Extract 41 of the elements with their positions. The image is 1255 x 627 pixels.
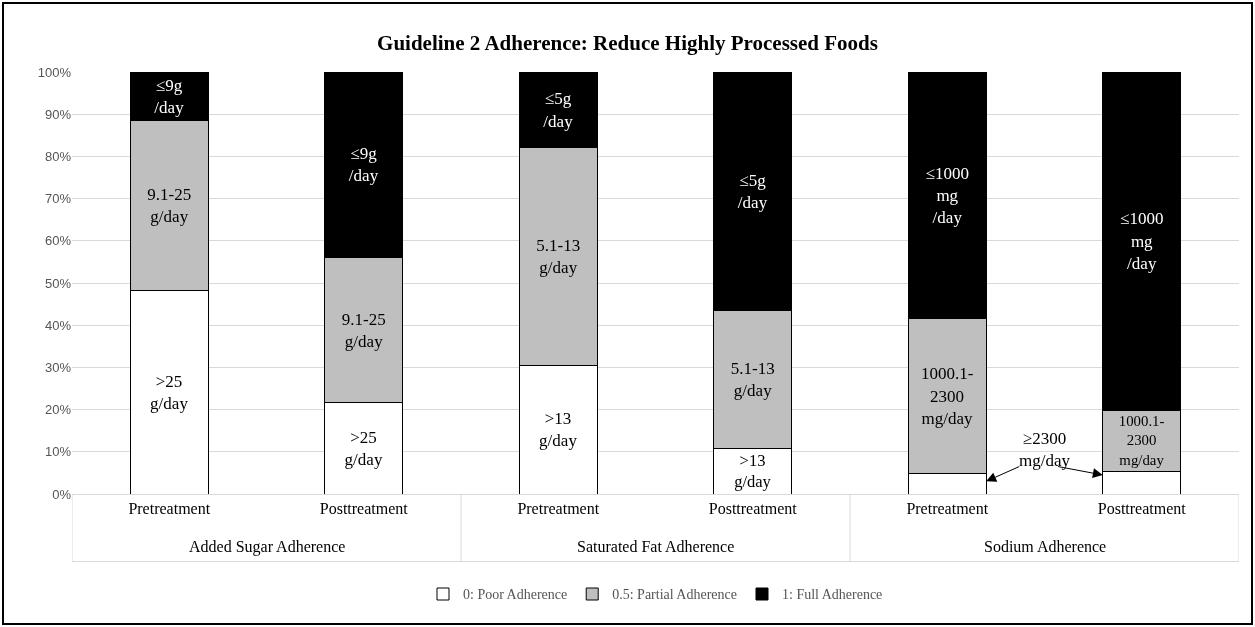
data-label: ≤1000 mg /day (925, 163, 969, 227)
legend-label: 1: Full Adherence (782, 587, 883, 603)
data-label: 5.1-13 g/day (536, 236, 581, 278)
y-tick-label: 90% (44, 106, 72, 122)
x-tick-label: Pretreatment (906, 500, 989, 518)
y-tick-label: 30% (44, 359, 72, 375)
data-label: 1000.1- 2300 mg/day (920, 364, 974, 428)
data-label: ≤5g /day (737, 170, 768, 212)
data-label: ≤5g /day (543, 89, 574, 131)
y-tick-label: 10% (44, 444, 72, 460)
chart-title: Guideline 2 Adherence: Reduce Highly Processed Foods (377, 30, 878, 55)
text: Saturated Fat Adherence (577, 538, 735, 555)
data-label: >25 g/day (150, 371, 189, 413)
y-tick-label: 100% (37, 64, 72, 80)
y-tick-label: 0% (52, 486, 72, 502)
text: Sodium Adherence (984, 538, 1107, 555)
data-label: >25 g/day (344, 427, 383, 469)
x-tick-label: Posttreatment (708, 500, 798, 518)
y-tick-label: 80% (44, 148, 72, 164)
x-tick-label: Pretreatment (517, 500, 600, 518)
annotation: ≥2300 mg/day (1019, 429, 1071, 471)
data-label: >13 g/day (539, 409, 578, 451)
legend-label: 0: Poor Adherence (463, 587, 568, 603)
y-tick-label: 70% (44, 191, 72, 207)
y-tick-label: 50% (44, 275, 72, 291)
data-label: 9.1-25 g/day (341, 309, 386, 351)
y-tick-label: 20% (44, 402, 72, 418)
legend-label: 0.5: Partial Adherence (612, 587, 737, 603)
y-tick-label: 40% (44, 317, 72, 333)
y-tick-label: 60% (44, 233, 72, 249)
data-label: ≤1000 mg /day (1120, 209, 1164, 273)
data-label: 1000.1- 2300 mg/day (1118, 413, 1165, 468)
text: Added Sugar Adherence (189, 538, 346, 556)
data-label: ≤9g /day (348, 144, 379, 186)
x-tick-label: Pretreatment (128, 500, 211, 518)
data-label: 5.1-13 g/day (730, 358, 775, 400)
data-label: ≤9g /day (154, 75, 185, 117)
data-label: >13 g/day (734, 450, 772, 492)
x-tick-label: Posttreatment (1097, 500, 1187, 518)
x-tick-label: Posttreatment (319, 500, 409, 518)
data-label: 9.1-25 g/day (147, 184, 192, 226)
